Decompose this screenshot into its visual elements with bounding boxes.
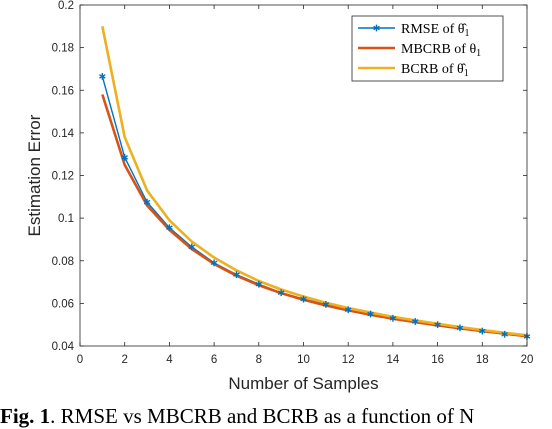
y-axis-label: Estimation Error	[25, 114, 44, 236]
legend-entry-2: MBCRB of θ1	[358, 42, 481, 59]
caption-text: . RMSE vs MBCRB and BCRB as a function o…	[50, 404, 475, 428]
x-tick-label: 18	[476, 354, 489, 366]
data-point	[322, 301, 330, 308]
legend-entry-1: RMSE of θ̂1	[358, 22, 470, 39]
chart-marks	[99, 26, 531, 340]
legend-label: MBCRB of θ1	[401, 42, 481, 59]
data-point	[479, 327, 486, 335]
data-point	[411, 318, 419, 325]
legend-label: BCRB of θ̂1	[401, 62, 469, 79]
y-tick-label: 0.04	[52, 341, 75, 353]
data-point	[389, 314, 397, 322]
y-tick-label: 0.1	[58, 213, 74, 225]
x-tick-label: 8	[256, 354, 262, 366]
data-point	[367, 310, 374, 318]
data-point	[344, 306, 352, 314]
legend: RMSE of θ̂1 MBCRB of θ1 BCRB of θ̂1	[351, 15, 504, 82]
y-tick-label: 0.06	[52, 298, 74, 310]
data-point	[188, 243, 196, 251]
data-point	[434, 321, 441, 329]
x-tick-label: 12	[342, 354, 355, 366]
data-point	[501, 330, 508, 338]
data-point	[277, 289, 285, 297]
data-point	[210, 259, 218, 267]
data-point	[300, 295, 307, 303]
series-line-3	[101, 26, 528, 337]
x-tick-label: 20	[521, 354, 534, 366]
line-chart: 0 2 4 6 8 10 12 14 16 18 20 0.04 0.06 0.08 0.1 0.12 0.14…	[25, 0, 534, 393]
data-point	[143, 198, 151, 206]
figure-caption: Fig. 1. RMSE vs MBCRB and BCRB as a func…	[0, 404, 552, 429]
x-axis-label: Number of Samples	[228, 374, 378, 393]
data-point	[121, 153, 128, 161]
legend-marker	[373, 25, 380, 31]
data-point	[233, 271, 240, 279]
caption-label: Fig. 1	[0, 404, 51, 428]
axes: 0 2 4 6 8 10 12 14 16 18 20 0.04 0.06 0.08 0.1 0.12 0.14…	[52, 0, 534, 366]
y-tick-label: 0.08	[52, 256, 74, 268]
y-tick-label: 0.16	[52, 85, 74, 97]
data-point	[166, 224, 173, 232]
x-tick-label: 16	[431, 354, 444, 366]
y-tick-label: 0.18	[52, 43, 74, 55]
x-tick-label: 10	[297, 354, 310, 366]
x-tick-label: 6	[211, 354, 217, 366]
data-point	[99, 72, 106, 80]
x-tick-label: 4	[166, 354, 173, 366]
x-tick-label: 0	[77, 354, 83, 366]
y-tick-label: 0.14	[52, 128, 75, 140]
data-point	[456, 324, 464, 332]
data-point	[255, 280, 263, 288]
y-tick-label: 0.2	[58, 0, 74, 12]
y-tick-label: 0.12	[52, 171, 74, 183]
series-line-2	[101, 94, 528, 338]
legend-entry-3: BCRB of θ̂1	[358, 62, 469, 79]
x-tick-label: 14	[387, 354, 400, 366]
x-tick-label: 2	[121, 354, 127, 366]
legend-label: RMSE of θ̂1	[401, 22, 470, 39]
